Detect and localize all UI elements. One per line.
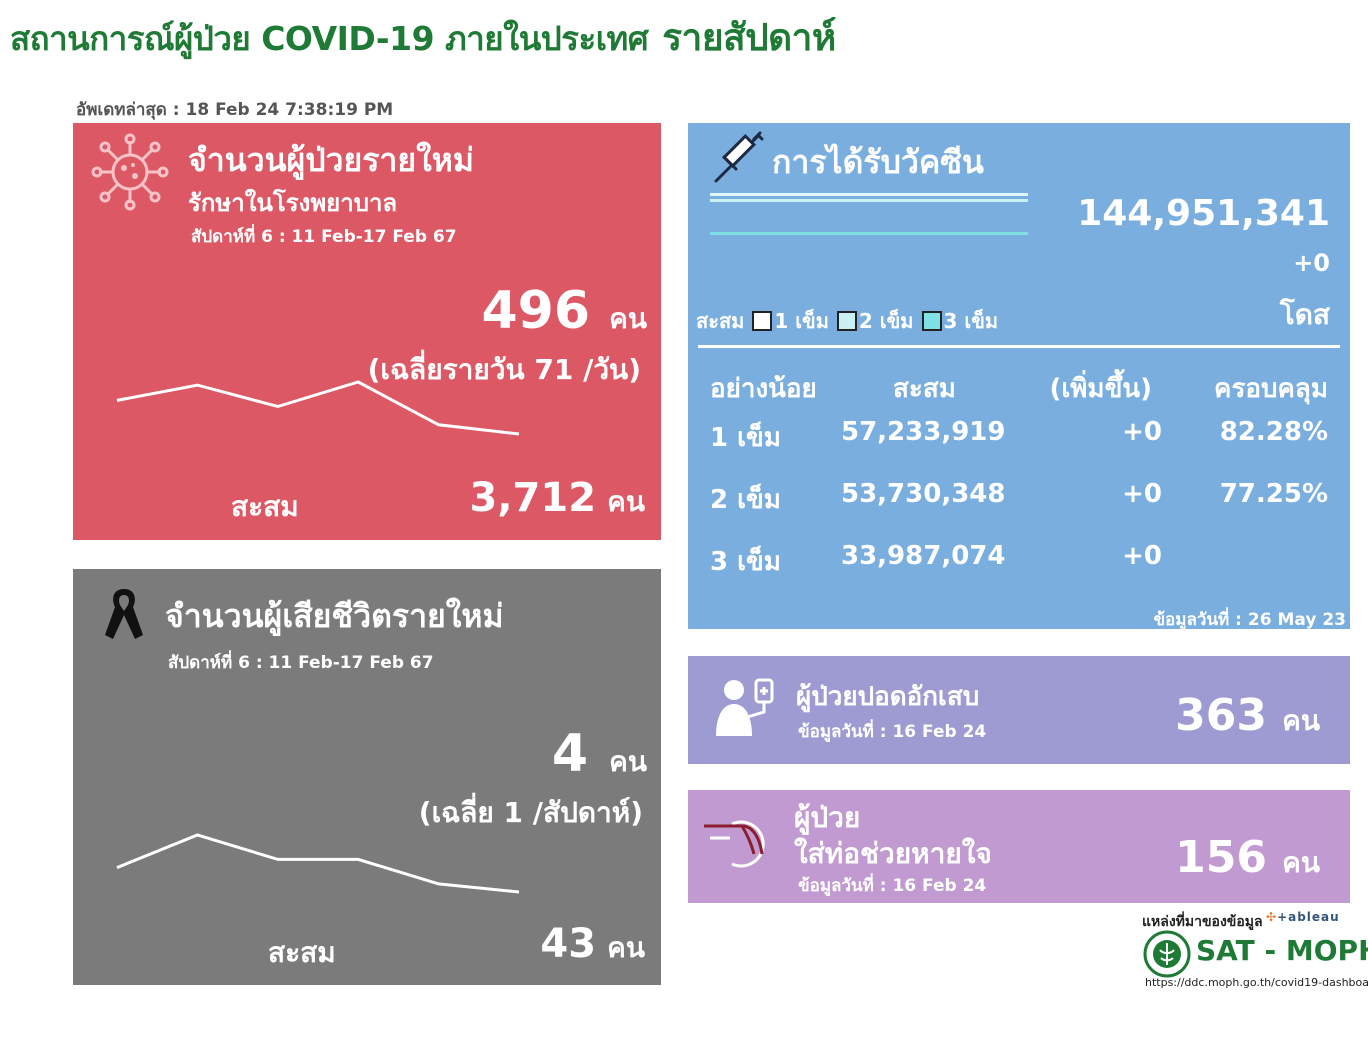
legend-swatch-dose2 (836, 311, 857, 331)
deaths-unit: คน (609, 745, 647, 778)
new-cases-value: 496 (481, 281, 591, 341)
col-header-inc: (เพิ่มขึ้น) (1049, 374, 1152, 404)
legend-dose3: 3 เข็ม (943, 309, 999, 333)
vaccine-total: 144,951,341 (1077, 193, 1330, 234)
new-cases-average: (เฉลี่ยรายวัน 71 /วัน) (367, 353, 641, 386)
vaccine-data-date: ข้อมูลวันที่ : 26 May 23 (1153, 610, 1346, 630)
ventilator-title-line1: ผู้ป่วย (794, 801, 861, 834)
row2-cum: 53,730,348 (841, 479, 1006, 509)
deaths-cum-value: 43 (540, 921, 597, 967)
vaccine-bar-2 (710, 199, 1028, 202)
col-header-cov: ครอบคลุม (1214, 374, 1328, 404)
virus-icon (91, 133, 169, 211)
pneumonia-data-date: ข้อมูลวันที่ : 16 Feb 24 (798, 722, 987, 742)
new-cases-subtitle: รักษาในโรงพยาบาล (188, 189, 398, 217)
deaths-panel: จำนวนผู้เสียชีวิตรายใหม่ สัปดาห์ที่ 6 : … (73, 569, 661, 985)
new-cases-week: สัปดาห์ที่ 6 : 11 Feb-17 Feb 67 (191, 227, 457, 247)
tableau-text: +ableau (1277, 910, 1340, 924)
ventilator-value: 156 (1175, 832, 1268, 883)
row2-inc: +0 (1122, 479, 1162, 509)
row2-dose: 2 เข็ม (710, 485, 781, 515)
row1-dose: 1 เข็ม (710, 423, 781, 453)
deaths-average: (เฉลี่ย 1 /สัปดาห์) (418, 796, 643, 829)
source-label: แหล่งที่มาของข้อมูล (1142, 914, 1263, 930)
col-header-cum: สะสม (893, 374, 956, 404)
syringe-icon (714, 131, 764, 183)
vaccine-legend: สะสม 1 เข็ม 2 เข็ม 3 เข็ม (696, 305, 998, 337)
legend-swatch-dose1 (752, 311, 773, 331)
new-cases-trend-line (116, 380, 520, 436)
legend-dose1: 1 เข็ม (774, 309, 829, 333)
vaccine-delta: +0 (1293, 249, 1330, 277)
source-url[interactable]: https://ddc.moph.go.th/covid19-dashboard (1145, 976, 1368, 989)
new-cases-title: จำนวนผู้ป่วยรายใหม่ (188, 141, 474, 179)
patient-iv-icon (716, 678, 774, 736)
vaccine-unit: โดส (1279, 298, 1330, 331)
legend-swatch-dose3 (921, 311, 942, 331)
page-title-main: สถานการณ์ผู้ป่วย COVID-19 ภายในประเทศ (10, 19, 649, 58)
row1-cum: 57,233,919 (841, 417, 1006, 447)
ventilator-panel: ผู้ป่วย ใส่ท่อช่วยหายใจ ข้อมูลวันที่ : 1… (688, 790, 1350, 903)
intubation-icon (704, 820, 765, 868)
deaths-cum-unit: คน (607, 931, 645, 964)
new-cases-cum-unit: คน (607, 485, 645, 518)
row2-cov: 77.25% (1219, 479, 1328, 509)
new-cases-unit: คน (609, 302, 647, 335)
tableau-logo: ✣+ableau (1266, 910, 1340, 924)
ribbon-icon (105, 589, 143, 639)
new-cases-panel: จำนวนผู้ป่วยรายใหม่ รักษาในโรงพยาบาล สัป… (73, 123, 661, 540)
new-cases-trend-series (116, 380, 520, 436)
deaths-value: 4 (551, 724, 589, 784)
row1-cov: 82.28% (1219, 417, 1328, 447)
page-title: สถานการณ์ผู้ป่วย COVID-19 ภายในประเทศ ราย… (10, 8, 836, 67)
row3-cum: 33,987,074 (841, 541, 1006, 571)
vaccine-legend-label: สะสม (696, 309, 745, 333)
vaccine-bar-3 (710, 232, 1028, 235)
deaths-cum-label: สะสม (268, 936, 336, 969)
deaths-week: สัปดาห์ที่ 6 : 11 Feb-17 Feb 67 (168, 653, 434, 673)
row3-dose: 3 เข็ม (710, 547, 781, 577)
vaccine-title: การได้รับวัคซีน (772, 143, 984, 181)
pneumonia-title: ผู้ป่วยปอดอักเสบ (796, 682, 980, 712)
vaccine-divider (698, 345, 1340, 348)
pneumonia-value: 363 (1175, 690, 1268, 741)
deaths-trend-line (116, 833, 520, 894)
vaccine-panel: การได้รับวัคซีน 144,951,341 +0 โดส สะสม 1… (688, 123, 1350, 630)
vaccine-bar-1 (710, 193, 1028, 196)
legend-dose2: 2 เข็ม (858, 309, 914, 333)
last-updated: อัพเดทล่าสุด : 18 Feb 24 7:38:19 PM (76, 100, 394, 120)
page-title-weekly: รายสัปดาห์ (662, 16, 836, 59)
deaths-trend-series (116, 833, 520, 894)
row1-inc: +0 (1122, 417, 1162, 447)
col-header-min: อย่างน้อย (710, 374, 817, 404)
tableau-mark-icon: ✣ (1266, 910, 1278, 924)
ventilator-title-line2: ใส่ท่อช่วยหายใจ (794, 837, 992, 870)
moph-org-name: SAT - MOPH (1196, 934, 1368, 967)
new-cases-cum-value: 3,712 (469, 475, 597, 521)
ventilator-data-date: ข้อมูลวันที่ : 16 Feb 24 (798, 876, 987, 896)
deaths-title: จำนวนผู้เสียชีวิตรายใหม่ (165, 597, 504, 635)
new-cases-cum-label: สะสม (231, 490, 299, 523)
moph-seal-icon (1143, 930, 1191, 978)
pneumonia-unit: คน (1282, 704, 1320, 737)
pneumonia-panel: ผู้ป่วยปอดอักเสบ ข้อมูลวันที่ : 16 Feb 2… (688, 656, 1350, 764)
row3-inc: +0 (1122, 541, 1162, 571)
ventilator-unit: คน (1282, 846, 1320, 879)
